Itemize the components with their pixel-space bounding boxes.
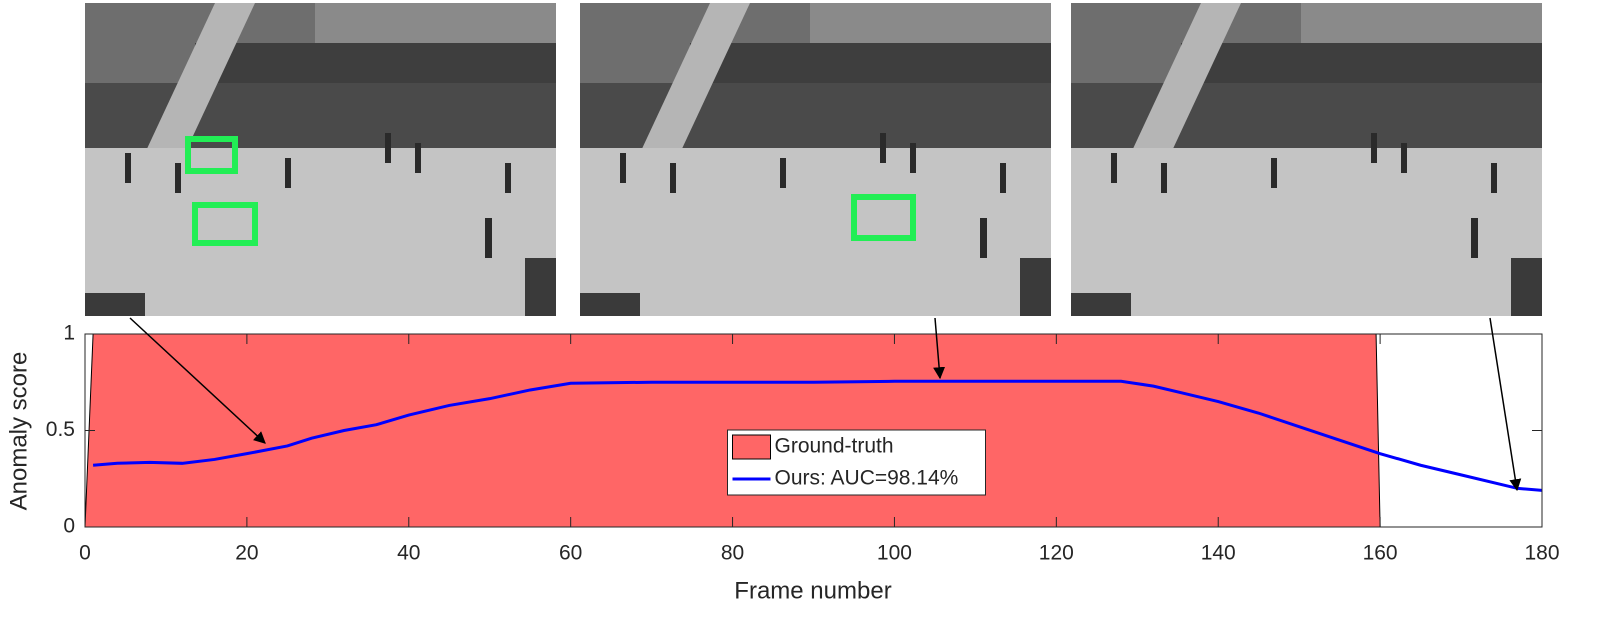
x-axis-label: Frame number [734,577,891,604]
x-tick-label: 40 [397,542,420,565]
score-line [92,379,1543,492]
x-tick-label: 120 [1039,542,1074,565]
x-tick-label: 180 [1524,542,1559,565]
x-tick-label: 0 [79,542,91,565]
y-tick-label: 0 [63,515,75,538]
video-frame [1071,3,1542,316]
arrow [129,317,266,444]
x-tick-label: 20 [235,542,258,565]
x-tick-label: 80 [721,542,744,565]
plot-area: 0 20 40 60 80 100 120 140 160 180 0 0.5 1 Ground-trut… [46,322,1560,565]
y-tick-label: 0.5 [46,418,75,441]
y-axis-label: Anomaly score [5,352,32,511]
x-tick-label: 100 [877,542,912,565]
y-tick-label: 1 [63,322,75,345]
legend: Ground-truth Ours: AUC=98.14% [727,429,986,496]
video-frame [580,3,1051,316]
legend-swatch [732,434,771,460]
legend-label: Ours: AUC=98.14% [775,467,959,490]
x-tick-label: 140 [1201,542,1236,565]
arrow [1489,317,1522,492]
arrow [933,317,946,380]
video-frame [85,3,556,316]
arrows [129,317,1522,492]
legend-label: Ground-truth [775,435,894,458]
x-tick-label: 160 [1363,542,1398,565]
x-tick-label: 60 [559,542,582,565]
